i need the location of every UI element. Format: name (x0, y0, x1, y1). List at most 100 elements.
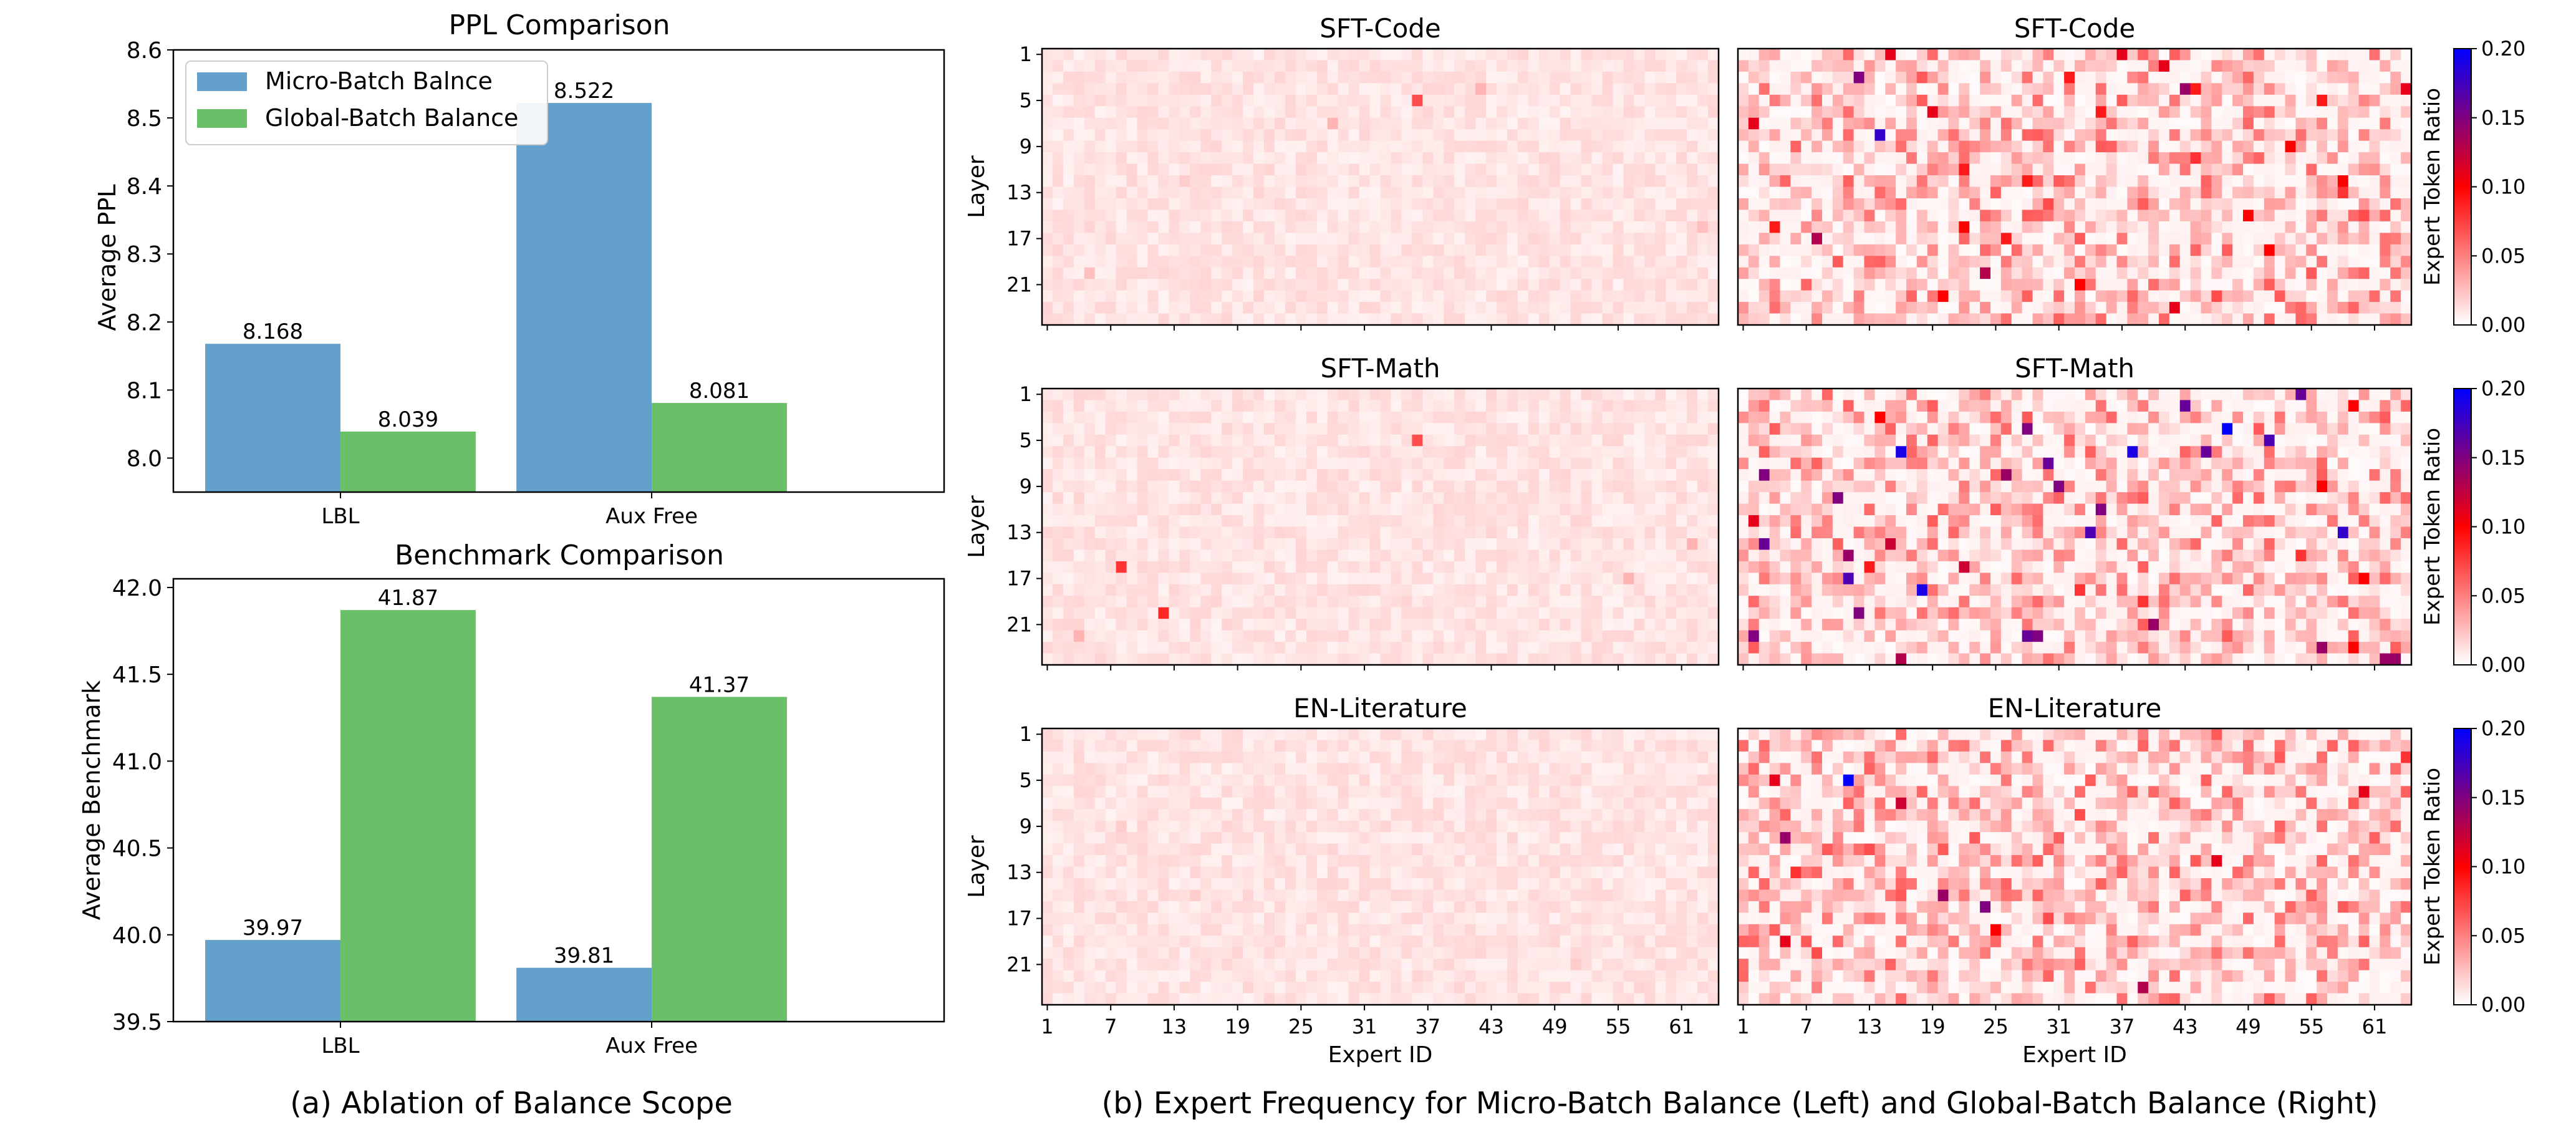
heatmap-cell (1560, 49, 1571, 61)
heatmap-cell (1623, 129, 1634, 142)
heatmap-cell (1549, 313, 1561, 326)
heatmap-cell (1243, 117, 1254, 130)
heatmap-cell (2148, 389, 2159, 401)
heatmap-cell (2169, 71, 2181, 84)
heatmap-cell (1613, 446, 1624, 458)
heatmap-cell (1517, 186, 1529, 199)
heatmap-cell (2317, 129, 2328, 142)
heatmap-cell (1937, 389, 1949, 401)
heatmap-cell (1927, 210, 1939, 222)
heatmap-cell (1338, 233, 1349, 245)
heatmap-cell (1864, 117, 1875, 130)
heatmap-cell (1676, 469, 1687, 481)
heatmap-cell (2075, 186, 2086, 199)
heatmap-cell (2169, 267, 2181, 279)
heatmap-cell (2043, 256, 2054, 268)
heatmap-cell (2201, 106, 2212, 119)
heatmap-cell (1253, 642, 1265, 654)
heatmap-cell (1644, 186, 1656, 199)
heatmap-cell (2211, 279, 2222, 291)
heatmap-cell (1232, 573, 1243, 585)
heatmap-cell (1980, 302, 1991, 314)
heatmap-cell (2169, 140, 2181, 153)
heatmap-cell (1927, 152, 1939, 165)
heatmap-cell (1211, 469, 1222, 481)
heatmap-cell (2064, 129, 2075, 142)
heatmap-cell (1147, 71, 1159, 84)
heatmap-cell (1666, 175, 1677, 188)
heatmap-cell (1190, 83, 1201, 95)
heatmap-cell (2022, 186, 2033, 199)
ppl-legend-micro-label: Micro-Batch Balnce (265, 67, 493, 95)
heatmap-cell (1295, 163, 1307, 176)
heatmap-cell (1169, 233, 1180, 245)
heatmap-cell (1222, 49, 1233, 61)
heatmap-cell (2190, 129, 2202, 142)
heatmap-cell (1105, 538, 1117, 551)
heatmap-cell (1570, 457, 1582, 470)
heatmap-cell (1560, 434, 1571, 447)
heatmap-cell (1697, 434, 1709, 447)
heatmap-cell (1243, 221, 1254, 233)
heatmap-cell (1496, 653, 1508, 665)
heatmap-cell (1465, 49, 1476, 61)
heatmap-cell (1105, 446, 1117, 458)
heatmap-cell (2348, 152, 2360, 165)
heatmap-cell (1454, 152, 1465, 165)
heatmap-cell (1243, 561, 1254, 573)
heatmap-cell (2179, 411, 2191, 423)
heatmap-cell (1748, 279, 1760, 291)
heatmap-cell (1864, 163, 1875, 176)
heatmap-cell (1581, 49, 1593, 61)
heatmap-cell (1475, 573, 1487, 585)
heatmap-cell (1655, 642, 1666, 654)
heatmap-cell (2253, 302, 2265, 314)
heatmap-cell (2085, 186, 2096, 199)
heatmap-cell (2243, 244, 2254, 256)
heatmap-cell (1222, 233, 1233, 245)
heatmap-cell (1359, 607, 1371, 619)
heatmap-cell (1243, 457, 1254, 470)
heatmap-cell (1359, 457, 1371, 470)
heatmap-cell (1422, 94, 1434, 107)
heatmap-cell (1634, 210, 1645, 222)
heatmap-cell (2190, 175, 2202, 188)
heatmap-cell (2127, 117, 2138, 130)
heatmap-cell (1937, 117, 1949, 130)
heatmap-cell (1200, 503, 1212, 516)
heatmap-cell (1401, 175, 1412, 188)
heatmap-cell (1454, 411, 1465, 423)
heatmap-cell (1433, 83, 1444, 95)
heatmap-cell (1063, 607, 1074, 619)
heatmap-cell (2211, 290, 2222, 302)
heatmap-cell (2085, 279, 2096, 291)
heatmap-cell (1906, 267, 1918, 279)
heatmap-cell (2358, 117, 2370, 130)
heatmap-cell (2390, 256, 2401, 268)
heatmap-cell (1990, 117, 2002, 130)
heatmap-cell (1687, 423, 1698, 435)
heatmap-cell (1937, 94, 1949, 107)
heatmap-cell (1980, 233, 1991, 245)
heatmap-cell (1697, 313, 1709, 326)
heatmap-cell (1412, 60, 1423, 72)
heatmap-cell (2401, 152, 2412, 165)
heatmap-cell (1832, 140, 1844, 153)
heatmap-cell (1738, 106, 1749, 119)
heatmap-cell (1697, 515, 1709, 528)
heatmap-cell (1338, 457, 1349, 470)
heatmap-cell (2253, 140, 2265, 153)
heatmap-cell (1832, 60, 1844, 72)
heatmap-cell (2369, 389, 2380, 401)
heatmap-cell (1475, 469, 1487, 481)
heatmap-cell (1475, 117, 1487, 130)
heatmap-cell (1959, 71, 1970, 84)
heatmap-cell (1179, 117, 1190, 130)
heatmap-cell (1200, 117, 1212, 130)
heatmap-cell (1853, 152, 1865, 165)
heatmap-cell (1708, 313, 1719, 326)
heatmap-cell (1549, 400, 1561, 412)
heatmap-cell (1433, 653, 1444, 665)
heatmap-cell (1200, 619, 1212, 631)
heatmap-cell (1105, 244, 1117, 256)
